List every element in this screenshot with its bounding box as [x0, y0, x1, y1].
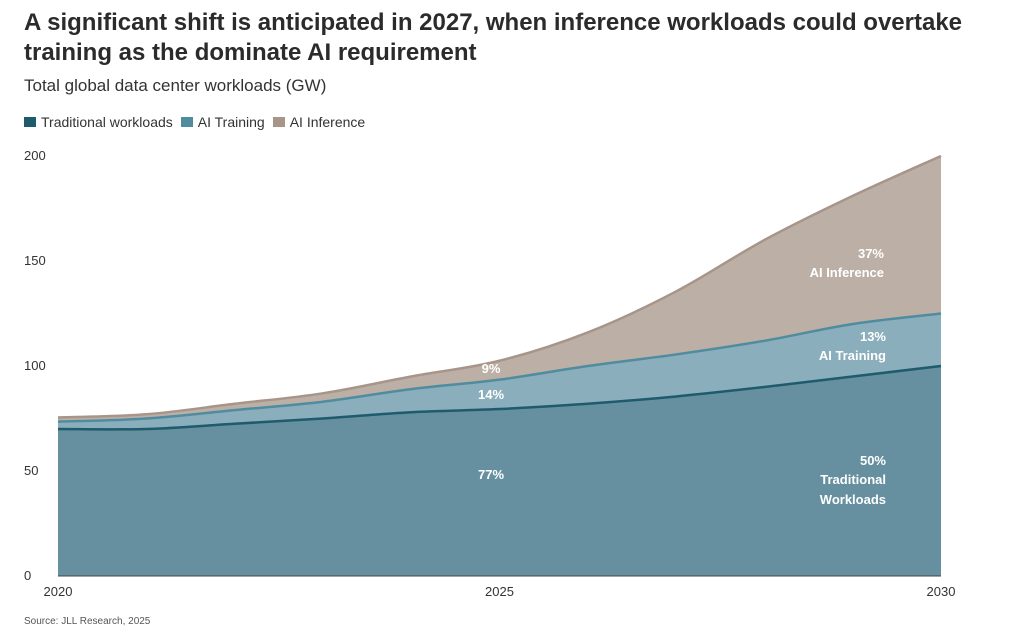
data-label: Traditional: [820, 472, 886, 487]
x-tick-label: 2025: [485, 584, 514, 599]
data-label: 50%: [860, 453, 886, 468]
x-axis: 2020 2025 2030: [44, 584, 956, 599]
chart-legend: Traditional workloads AI Training AI Inf…: [24, 114, 367, 130]
legend-item-training: AI Training: [180, 114, 265, 130]
data-label: 13%: [860, 329, 886, 344]
x-tick-label: 2030: [927, 584, 956, 599]
area-inference: [58, 156, 941, 422]
chart-subtitle: Total global data center workloads (GW): [24, 76, 327, 95]
legend-label-inference: AI Inference: [289, 114, 366, 130]
y-axis: 0 50 100 150 200: [24, 148, 46, 583]
y-tick-label: 200: [24, 148, 46, 163]
data-label: 77%: [478, 467, 504, 482]
legend-swatch-traditional: [24, 117, 36, 127]
y-tick-label: 150: [24, 253, 46, 268]
legend-item-inference: AI Inference: [272, 114, 366, 130]
chart-title: A significant shift is anticipated in 20…: [24, 9, 963, 66]
y-tick-label: 100: [24, 358, 46, 373]
chart-annotations: 9% 14% 77% 37% AI Inference 13% AI Training 50%…: [478, 246, 886, 507]
legend-item-traditional: Traditional workloads: [24, 114, 173, 130]
line-training: [57, 312, 942, 423]
line-traditional: [57, 364, 942, 431]
legend-label-training: AI Training: [197, 114, 265, 130]
data-label: 14%: [478, 387, 504, 402]
data-label: 9%: [482, 361, 501, 376]
y-tick-label: 0: [24, 568, 31, 583]
data-label: 37%: [858, 246, 884, 261]
area-traditional: [58, 366, 941, 576]
legend-swatch-training: [180, 117, 193, 127]
y-tick-label: 50: [24, 463, 38, 478]
source-note: Source: JLL Research, 2025: [24, 616, 151, 627]
x-tick-label: 2020: [44, 584, 73, 599]
data-label: Workloads: [820, 492, 886, 507]
legend-label-traditional: Traditional workloads: [41, 114, 173, 130]
legend-swatch-inference: [272, 117, 285, 127]
chart-lines: [57, 154, 942, 431]
data-label: AI Inference: [810, 265, 884, 280]
line-inference: [57, 154, 942, 419]
data-label: AI Training: [819, 348, 886, 363]
